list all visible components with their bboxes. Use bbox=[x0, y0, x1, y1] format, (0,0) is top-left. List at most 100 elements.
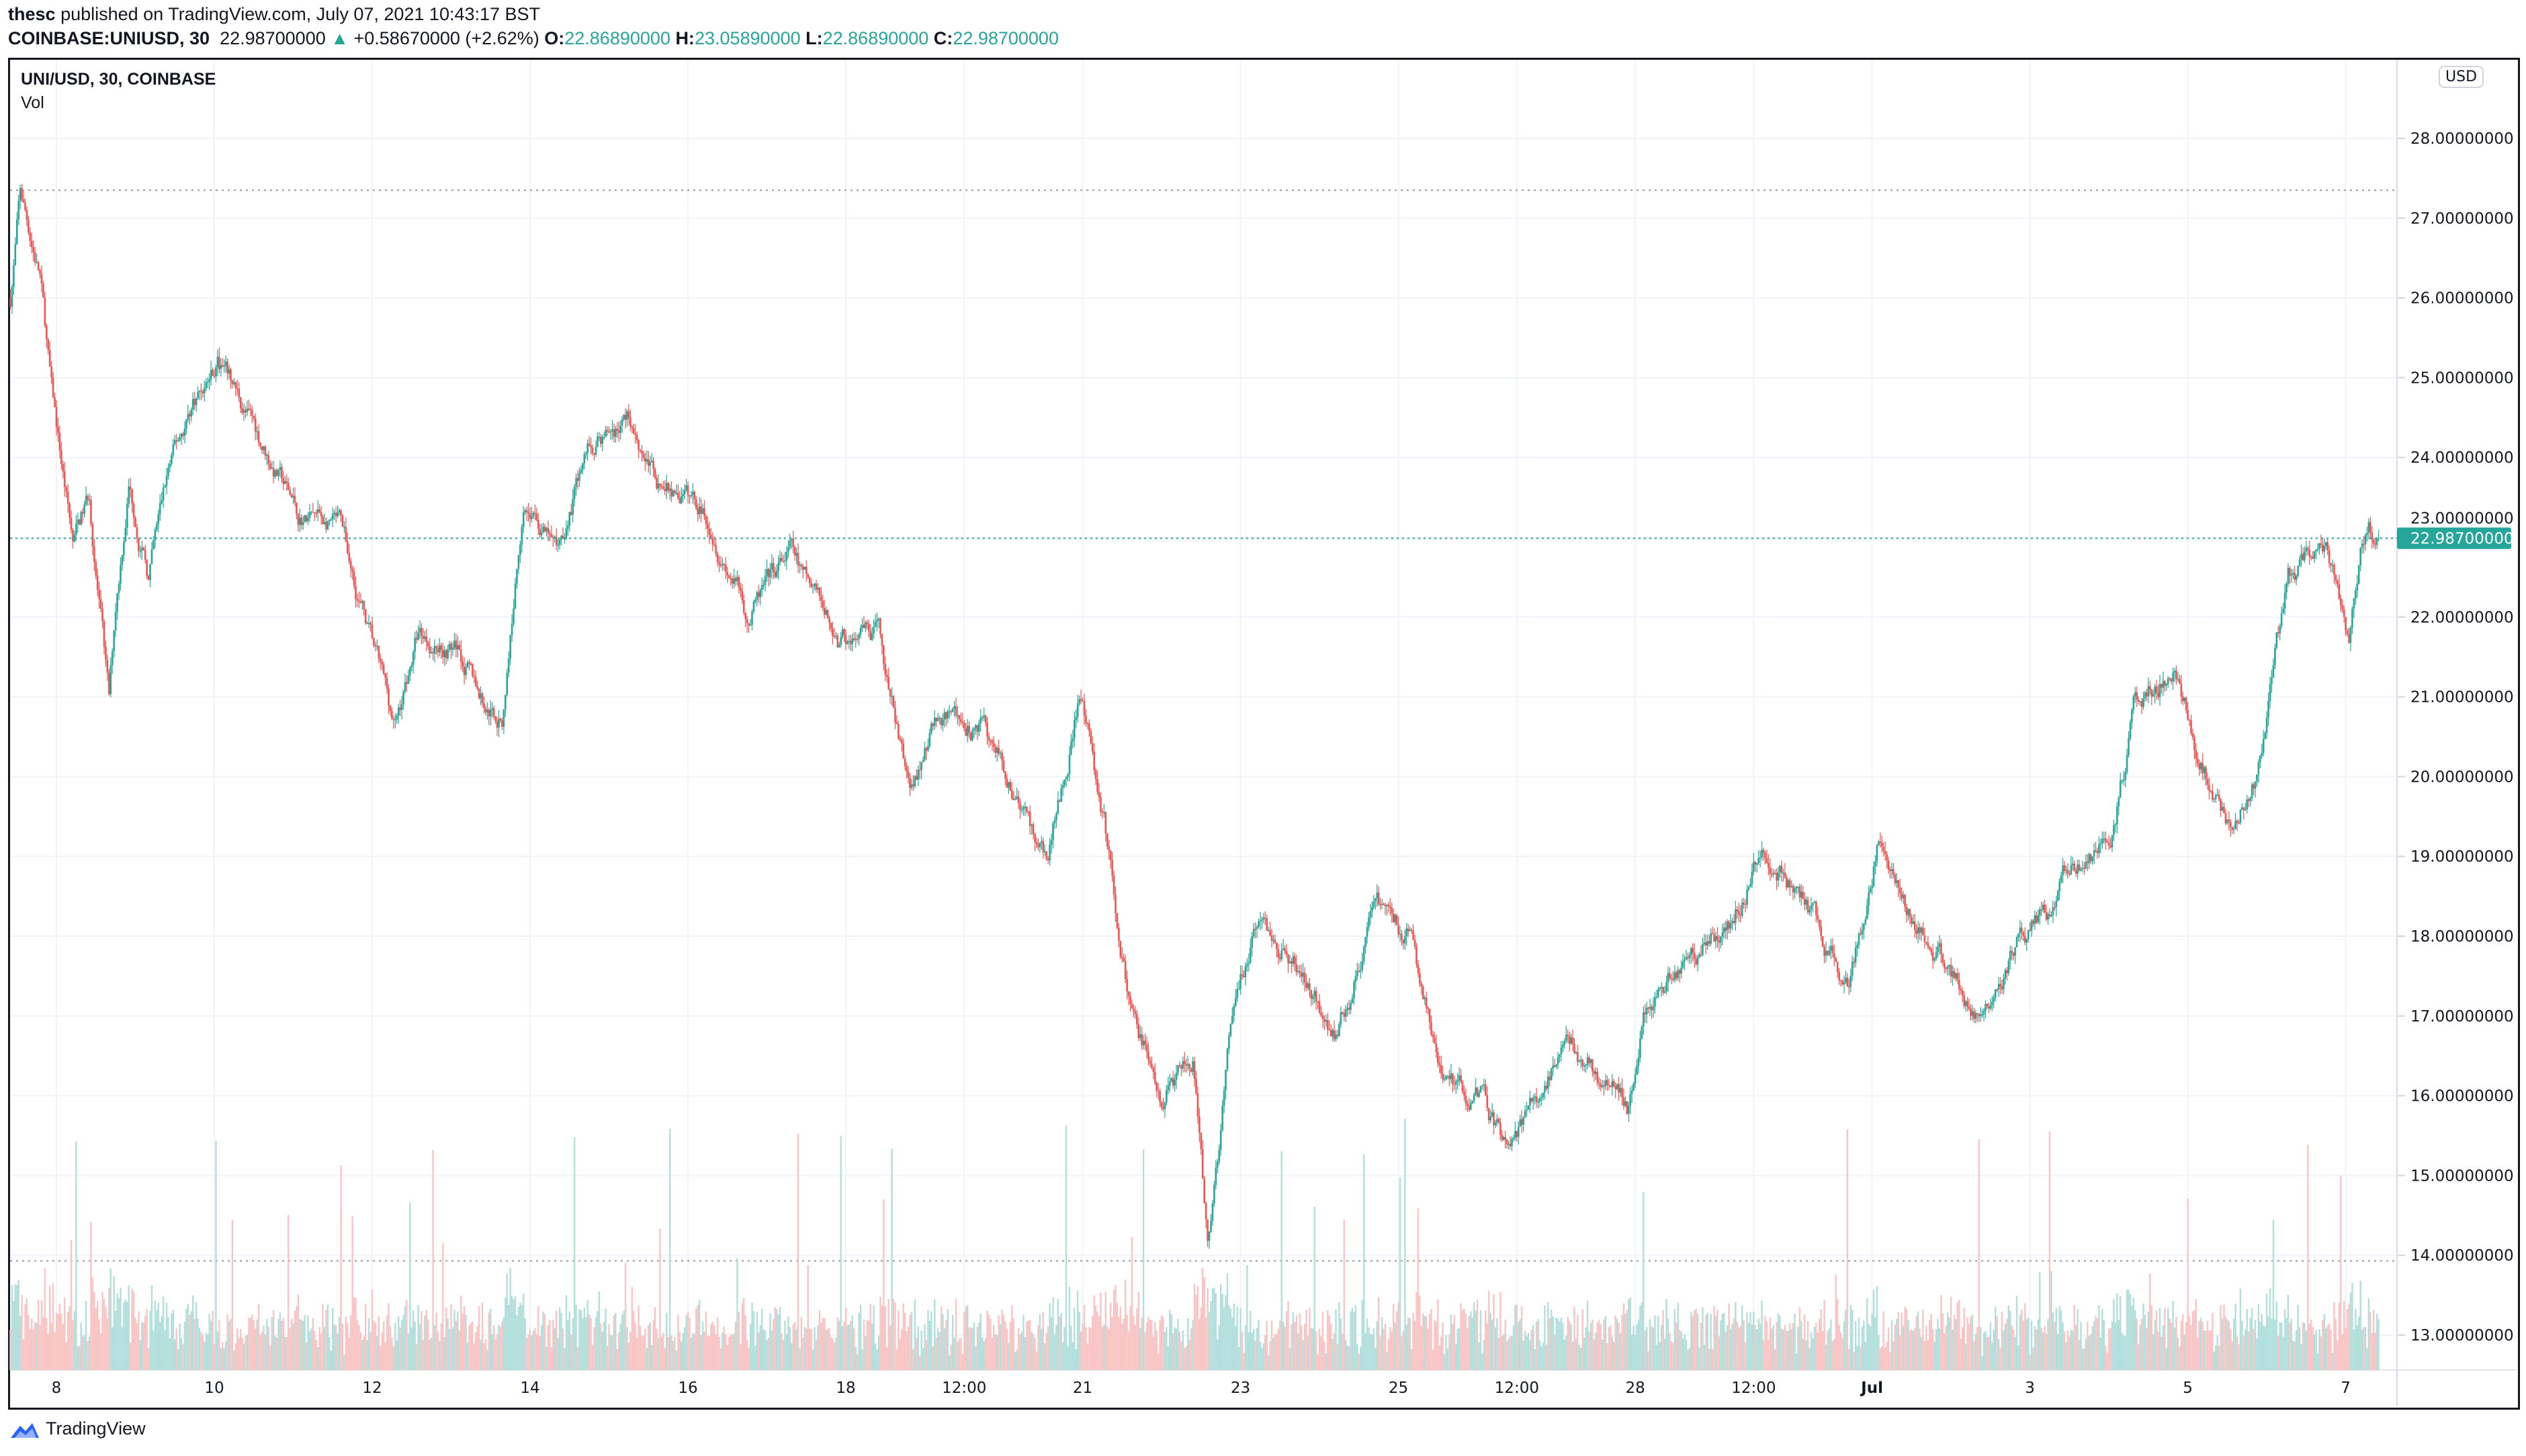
volume-bar bbox=[191, 1295, 194, 1370]
candle-body bbox=[157, 514, 160, 525]
volume-bar bbox=[2169, 1318, 2171, 1370]
candle-body bbox=[1156, 1082, 1158, 1091]
volume-bar bbox=[687, 1312, 689, 1370]
candle-body bbox=[1937, 946, 1939, 952]
volume-bar bbox=[638, 1305, 640, 1370]
candle-body bbox=[441, 649, 444, 657]
volume-bar bbox=[1381, 1316, 1383, 1370]
volume-bar bbox=[1639, 1306, 1641, 1370]
candle-body bbox=[1872, 866, 1875, 886]
volume-bar bbox=[90, 1222, 92, 1370]
volume-bar bbox=[1383, 1328, 1385, 1370]
volume-bar bbox=[2316, 1353, 2319, 1370]
candle-body bbox=[675, 492, 678, 494]
candle-body bbox=[2165, 684, 2168, 686]
volume-bar bbox=[1817, 1332, 1819, 1370]
volume-bar bbox=[728, 1336, 730, 1370]
candle-body bbox=[1747, 886, 1750, 890]
candle-body bbox=[2363, 543, 2365, 545]
volume-bar bbox=[496, 1334, 498, 1370]
candle-body bbox=[2297, 565, 2299, 576]
candle-body bbox=[138, 539, 140, 551]
volume-bar bbox=[1098, 1316, 1100, 1370]
volume-bar bbox=[1710, 1314, 1712, 1370]
candle-body bbox=[1589, 1059, 1592, 1063]
candle-body bbox=[1567, 1034, 1569, 1036]
candle-body bbox=[593, 453, 595, 455]
candle-body bbox=[1325, 1020, 1327, 1022]
candle-body bbox=[1058, 800, 1061, 802]
candle-body bbox=[304, 514, 306, 522]
candle-body bbox=[1657, 989, 1659, 997]
candle-body bbox=[2001, 986, 2003, 990]
candle-body bbox=[1549, 1077, 1551, 1081]
candle-body bbox=[619, 425, 621, 433]
volume-bar bbox=[1100, 1292, 1102, 1370]
volume-bar bbox=[1246, 1265, 1248, 1370]
volume-bar bbox=[1830, 1319, 1832, 1370]
volume-bar bbox=[1672, 1343, 1674, 1370]
candle-body bbox=[2085, 862, 2087, 869]
volume-bar bbox=[1894, 1324, 1897, 1370]
candle-body bbox=[1175, 1073, 1178, 1080]
volume-bar bbox=[1868, 1324, 1870, 1370]
volume-bar bbox=[1568, 1320, 1571, 1370]
volume-bar bbox=[1082, 1323, 1084, 1370]
volume-bar bbox=[2068, 1336, 2071, 1370]
volume-bar bbox=[490, 1308, 492, 1370]
time-axis-label: 14 bbox=[520, 1379, 539, 1397]
tradingview-logo[interactable]: TradingView bbox=[8, 1418, 146, 1439]
volume-bar bbox=[1292, 1312, 1295, 1370]
candle-body bbox=[1869, 888, 1872, 893]
volume-bar bbox=[65, 1342, 67, 1370]
candle-body bbox=[1019, 803, 1021, 810]
candle-body bbox=[1953, 970, 1956, 979]
candle-body bbox=[326, 520, 329, 529]
candle-body bbox=[730, 578, 732, 580]
volume-bar bbox=[1166, 1327, 1168, 1370]
candle-body bbox=[1042, 841, 1045, 852]
candle-body bbox=[1065, 777, 1068, 780]
candle-body bbox=[2249, 798, 2251, 801]
candle-body bbox=[480, 693, 482, 698]
volume-bar bbox=[887, 1299, 889, 1370]
volume-bar bbox=[1262, 1343, 1265, 1370]
volume-bar bbox=[1540, 1347, 1542, 1370]
candle-body bbox=[785, 551, 788, 561]
candle-body bbox=[881, 633, 883, 646]
volume-bar bbox=[876, 1349, 878, 1370]
volume-bar bbox=[97, 1301, 99, 1370]
candle-body bbox=[42, 283, 44, 298]
volume-bar bbox=[1493, 1293, 1495, 1370]
volume-bar bbox=[1499, 1292, 1501, 1370]
volume-bar bbox=[1412, 1313, 1414, 1370]
volume-bar bbox=[945, 1320, 947, 1370]
candle-body bbox=[2124, 772, 2126, 780]
volume-bar bbox=[2369, 1312, 2371, 1370]
candle-body bbox=[2246, 799, 2249, 810]
volume-bar bbox=[476, 1326, 478, 1370]
volume-bar bbox=[1103, 1324, 1105, 1370]
volume-bar bbox=[898, 1310, 900, 1370]
volume-bar bbox=[1695, 1308, 1697, 1370]
volume-bar bbox=[2072, 1330, 2074, 1370]
candle-body bbox=[87, 496, 89, 500]
volume-bar bbox=[266, 1318, 268, 1370]
volume-bar bbox=[1251, 1332, 1253, 1370]
currency-badge[interactable]: USD bbox=[2439, 66, 2484, 88]
volume-bar bbox=[697, 1305, 699, 1370]
volume-bar bbox=[1456, 1328, 1458, 1370]
candle-body bbox=[670, 488, 672, 497]
volume-bar bbox=[542, 1312, 544, 1370]
volume-bar bbox=[1747, 1323, 1750, 1370]
candle-body bbox=[14, 244, 17, 265]
candle-body bbox=[2320, 543, 2322, 545]
volume-bar bbox=[1947, 1312, 1949, 1370]
volume-bar bbox=[222, 1342, 224, 1370]
volume-bar bbox=[1078, 1312, 1080, 1370]
candle-body bbox=[2056, 891, 2059, 901]
candle-body bbox=[1223, 1090, 1225, 1106]
volume-bar bbox=[1200, 1308, 1203, 1370]
volume-bar bbox=[1156, 1330, 1158, 1370]
